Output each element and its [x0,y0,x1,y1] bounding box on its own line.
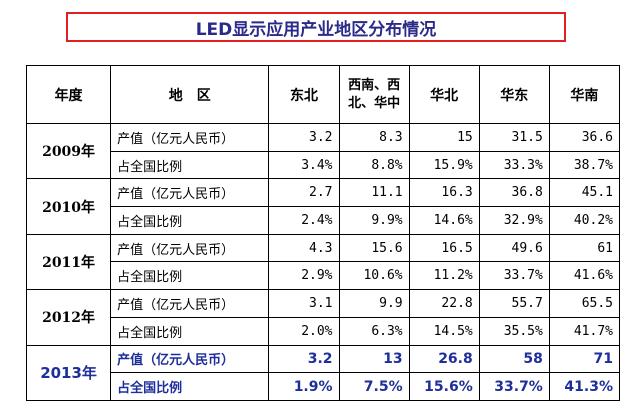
region-distribution-table: 年度 地 区 东北 西南、西北、华中 华北 华东 华南 2009年 产值（亿元人民… [25,65,621,401]
share-cell: 33.7% [478,372,550,401]
share-cell: 41.6% [548,261,621,291]
share-cell: 11.2% [408,261,480,291]
table-row-value: 2012年 产值（亿元人民币） 3.1 9.9 22.8 55.7 65.5 [25,289,621,346]
value-label-cell: 产值（亿元人民币） [110,178,270,208]
value-cell: 4.3 [268,233,340,263]
share-label-cell: 占全国比例 [110,261,270,291]
value-label-cell: 产值（亿元人民币） [110,233,270,263]
share-cell: 10.6% [338,261,410,291]
value-cell: 58 [478,344,550,374]
value-cell: 36.6 [548,123,621,152]
value-cell: 16.5 [408,233,480,263]
value-cell: 15.6 [338,233,410,263]
value-cell: 3.1 [268,289,340,318]
value-cell: 13 [338,344,410,374]
value-cell: 8.3 [338,123,410,152]
share-cell: 15.9% [408,150,480,180]
share-cell: 9.9% [338,206,410,235]
value-cell: 65.5 [548,289,621,318]
header-region-south: 华南 [548,65,621,124]
header-region: 地 区 [110,65,270,124]
value-cell: 36.8 [478,178,550,208]
share-label-cell: 占全国比例 [110,372,270,401]
header-region-southwest-northwest-central: 西南、西北、华中 [338,65,410,124]
share-cell: 2.4% [268,206,340,235]
share-cell: 14.6% [408,206,480,235]
value-cell: 2.7 [268,178,340,208]
value-label-cell: 产值（亿元人民币） [110,289,270,318]
year-cell: 2012年 [25,289,112,346]
table-row-value: 2010年 产值（亿元人民币） 2.7 11.1 16.3 36.8 45.1 [25,178,621,235]
value-cell: 45.1 [548,178,621,208]
table-row-value: 2013年 产值（亿元人民币） 3.2 13 26.8 58 71 [25,344,621,401]
table-header-row: 年度 地 区 东北 西南、西北、华中 华北 华东 华南 [25,65,621,124]
year-cell: 2010年 [25,178,112,235]
value-cell: 49.6 [478,233,550,263]
value-cell: 11.1 [338,178,410,208]
table-row-value: 2011年 产值（亿元人民币） 4.3 15.6 16.5 49.6 61 [25,233,621,291]
table-row-share: 占全国比例 2.9% 10.6% 11.2% 33.7% 41.6% [27,261,621,291]
header-year: 年度 [25,65,112,124]
value-cell: 3.2 [268,123,340,152]
value-cell: 3.2 [268,344,340,374]
value-label-cell: 产值（亿元人民币） [110,344,270,374]
year-cell: 2009年 [25,122,112,180]
share-label-cell: 占全国比例 [110,206,270,235]
table-row-share: 占全国比例 2.0% 6.3% 14.5% 35.5% 41.7% [27,316,621,346]
share-label-cell: 占全国比例 [110,316,270,346]
value-cell: 15 [408,123,480,152]
share-cell: 33.3% [478,150,550,180]
header-region-east: 华东 [478,65,550,124]
share-cell: 1.9% [268,372,340,401]
share-cell: 32.9% [478,206,550,235]
share-cell: 2.0% [268,316,340,346]
share-cell: 3.4% [268,150,340,180]
value-cell: 9.9 [338,289,410,318]
page-title: LED显示应用产业地区分布情况 [66,12,566,42]
share-label-cell: 占全国比例 [110,150,270,180]
share-cell: 41.7% [548,316,621,346]
share-cell: 38.7% [548,150,621,180]
value-cell: 31.5 [478,123,550,152]
share-cell: 33.7% [478,261,550,291]
share-cell: 8.8% [338,150,410,180]
year-cell: 2011年 [25,233,112,291]
share-cell: 35.5% [478,316,550,346]
table-row-value: 2009年 产值（亿元人民币） 3.2 8.3 15 31.5 36.6 [25,122,621,180]
value-cell: 22.8 [408,289,480,318]
value-cell: 61 [548,233,621,263]
share-cell: 15.6% [408,372,480,401]
value-cell: 55.7 [478,289,550,318]
table-row-share: 占全国比例 2.4% 9.9% 14.6% 32.9% 40.2% [27,206,621,235]
table-row-share: 占全国比例 3.4% 8.8% 15.9% 33.3% 38.7% [27,150,621,180]
share-cell: 14.5% [408,316,480,346]
value-label-cell: 产值（亿元人民币） [110,123,270,152]
header-region-north: 华北 [408,65,480,124]
share-cell: 7.5% [338,372,410,401]
share-cell: 40.2% [548,206,621,235]
value-cell: 71 [548,344,621,374]
share-cell: 6.3% [338,316,410,346]
table-row-share: 占全国比例 1.9% 7.5% 15.6% 33.7% 41.3% [27,372,621,401]
share-cell: 2.9% [268,261,340,291]
value-cell: 16.3 [408,178,480,208]
header-region-northeast: 东北 [268,65,340,124]
value-cell: 26.8 [408,344,480,374]
share-cell: 41.3% [548,372,621,401]
year-cell: 2013年 [25,344,112,401]
